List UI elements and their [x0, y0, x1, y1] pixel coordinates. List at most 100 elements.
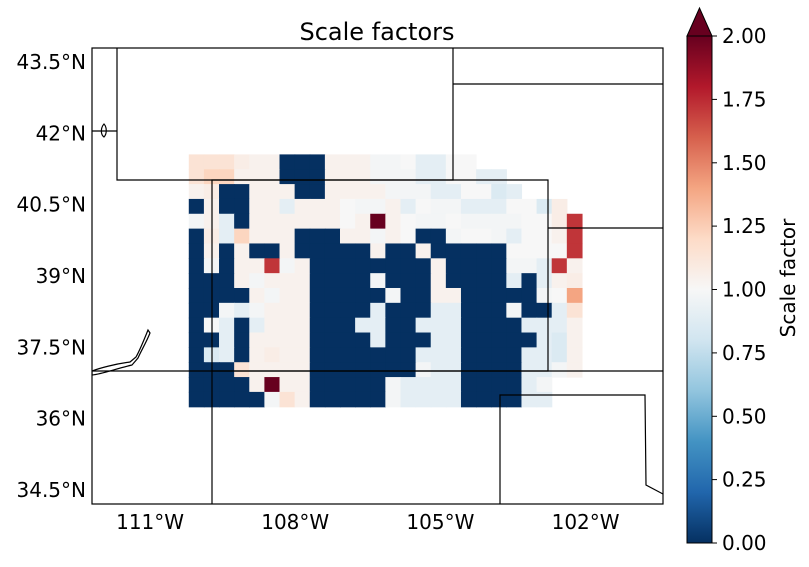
heatmap-cell [249, 347, 265, 363]
heatmap-cell [219, 347, 235, 363]
heatmap-cell [415, 287, 432, 304]
heatmap-cell [340, 228, 356, 245]
heatmap-cell [234, 391, 250, 408]
heatmap-cell [521, 213, 538, 230]
heatmap-cell [324, 377, 341, 393]
heatmap-cell [430, 184, 447, 200]
heatmap-cell [385, 258, 402, 274]
heatmap-cell [430, 154, 447, 170]
heatmap-cell [370, 198, 386, 215]
heatmap-cell [249, 287, 265, 304]
heatmap-cell [385, 302, 402, 319]
heatmap-cell [340, 258, 356, 274]
heatmap-cell [234, 362, 250, 378]
heatmap-cell [476, 213, 492, 230]
heatmap-cell [188, 169, 205, 185]
heatmap-cell [294, 258, 311, 274]
heatmap-cells [188, 154, 583, 408]
heatmap-cell [536, 213, 553, 230]
heatmap-cell [430, 362, 447, 378]
heatmap-cell [309, 213, 326, 230]
heatmap-cell [551, 302, 568, 319]
heatmap-cell [324, 391, 341, 408]
heatmap-cell [294, 347, 311, 363]
heatmap-cell [476, 258, 492, 274]
heatmap-cell [219, 169, 235, 185]
heatmap-cell [491, 362, 507, 378]
heatmap-cell [566, 273, 583, 289]
heatmap-cell [400, 273, 417, 289]
heatmap-cell [355, 332, 371, 348]
heatmap-cell [279, 332, 296, 348]
heatmap-cell [521, 391, 538, 408]
heatmap-cell [340, 287, 356, 304]
y-tick-label: 42°N [36, 122, 86, 146]
heatmap-cell [340, 198, 356, 215]
heatmap-cell [430, 302, 447, 319]
heatmap-cell [309, 169, 326, 185]
heatmap-cell [415, 332, 432, 348]
heatmap-cell [370, 169, 386, 185]
heatmap-cell [400, 198, 417, 215]
heatmap-cell [430, 317, 447, 334]
heatmap-cell [536, 317, 553, 334]
heatmap-cell [219, 317, 235, 334]
heatmap-cell [370, 302, 386, 319]
heatmap-cell [294, 198, 311, 215]
heatmap-cell [400, 317, 417, 334]
heatmap-cell [370, 287, 386, 304]
heatmap-cell [309, 332, 326, 348]
heatmap-cell [445, 169, 462, 185]
heatmap-cell [234, 377, 250, 393]
heatmap-cell [355, 317, 371, 334]
heatmap-cell [264, 213, 281, 230]
heatmap-cell [476, 347, 492, 363]
heatmap-cell [340, 362, 356, 378]
heatmap-cell [460, 258, 477, 274]
heatmap-cell [476, 377, 492, 393]
heatmap-cell [385, 184, 402, 200]
heatmap-cell [385, 154, 402, 170]
heatmap-cell [400, 258, 417, 274]
heatmap-cell [445, 391, 462, 408]
heatmap-cell [340, 391, 356, 408]
x-tick-label: 102°W [552, 510, 620, 534]
heatmap-cell [188, 377, 205, 393]
heatmap-cell [294, 391, 311, 408]
heatmap-cell [491, 228, 507, 245]
heatmap-cell [506, 198, 523, 215]
heatmap-cell [234, 258, 250, 274]
colorbar-gradient [686, 35, 713, 544]
heatmap-cell [309, 154, 326, 170]
heatmap-cell [234, 287, 250, 304]
heatmap-cell [415, 302, 432, 319]
heatmap-cell [445, 332, 462, 348]
oklahoma-panhandle-border [499, 394, 663, 504]
heatmap-cell [324, 169, 341, 185]
heatmap-cell [400, 169, 417, 185]
heatmap-cell [324, 184, 341, 200]
heatmap-cell [536, 391, 553, 408]
heatmap-cell [400, 184, 417, 200]
heatmap-cell [355, 169, 371, 185]
colorbar-ticks: 0.00 0.25 0.50 0.75 1.00 1.25 1.50 1.75 … [722, 24, 767, 555]
heatmap-cell [415, 258, 432, 274]
heatmap-cell [234, 243, 250, 259]
heatmap-cell [445, 317, 462, 334]
heatmap-cell [476, 243, 492, 259]
heatmap-cell [385, 169, 402, 185]
heatmap-cell [460, 332, 477, 348]
heatmap-cell [430, 347, 447, 363]
heatmap-cell [385, 243, 402, 259]
heatmap-cell [415, 228, 432, 245]
heatmap-cell [203, 154, 220, 170]
heatmap-cell [430, 391, 447, 408]
heatmap-cell [355, 377, 371, 393]
heatmap-cell [219, 273, 235, 289]
heatmap-cell [521, 287, 538, 304]
heatmap-cell [491, 198, 507, 215]
heatmap-cell [219, 302, 235, 319]
heatmap-cell [385, 198, 402, 215]
heatmap-cell [370, 332, 386, 348]
heatmap-cell [264, 198, 281, 215]
